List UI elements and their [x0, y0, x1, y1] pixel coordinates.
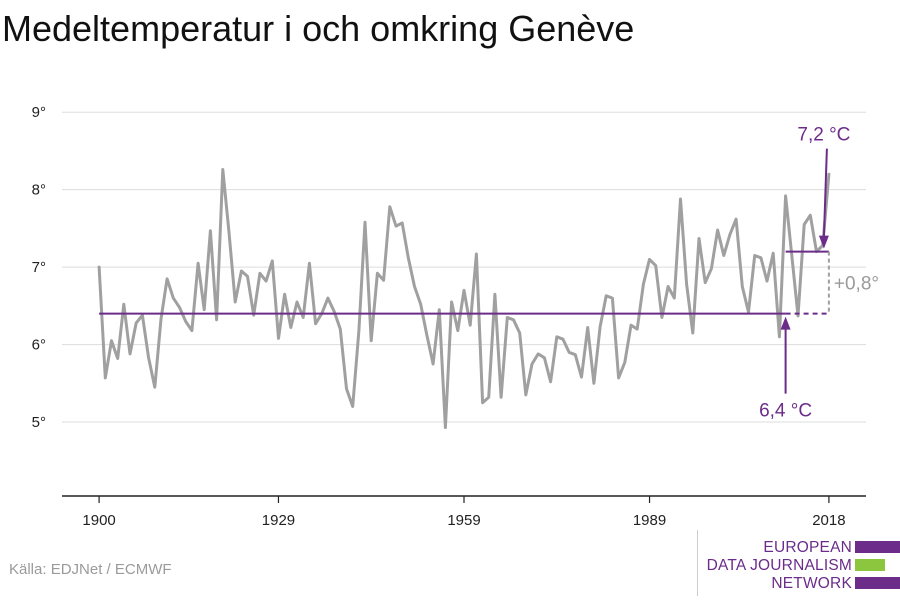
baseline-arrow-head	[780, 316, 791, 330]
x-tick-label: 1959	[447, 512, 480, 529]
edjnet-logo[interactable]: EUROPEAN DATA JOURNALISM NETWORK	[697, 530, 900, 596]
temperature-line-chart: 5° 6° 7° 8° 9° 1900 1929 1959 1989 2018 +0,8° 6,4 …	[32, 104, 879, 529]
logo-text-line3: NETWORK	[771, 575, 852, 592]
logo-text-line2: DATA JOURNALISM	[706, 557, 852, 574]
gridlines	[62, 111, 866, 423]
recent-value-label: 7,2 °C	[797, 125, 850, 146]
series-line-temperature	[97, 168, 831, 429]
x-tick-label: 1989	[633, 512, 666, 529]
difference-label: +0,8°	[834, 274, 879, 295]
logo-bar-bottom	[855, 577, 900, 589]
annotations: +0,8° 6,4 °C 7,2 °C	[99, 125, 879, 422]
chart-title: Medeltemperatur i och omkring Genève	[2, 8, 635, 49]
source-note: Källa: EDJNet / ECMWF	[9, 561, 172, 578]
y-tick-label: 6°	[32, 337, 46, 354]
axes: 5° 6° 7° 8° 9° 1900 1929 1959 1989 2018	[32, 104, 866, 529]
recent-arrow-shaft	[822, 148, 828, 238]
y-tick-label: 7°	[32, 259, 46, 276]
x-tick-label: 1929	[262, 512, 295, 529]
baseline-value-label: 6,4 °C	[759, 401, 812, 422]
logo-bar-middle	[855, 559, 885, 571]
series-layer	[97, 168, 831, 429]
logo-text-line1: EUROPEAN	[763, 539, 852, 556]
recent-arrow-head	[818, 235, 829, 249]
logo-divider	[697, 530, 698, 596]
x-tick-label: 2018	[812, 512, 845, 529]
logo-bar-top	[855, 541, 900, 553]
y-tick-label: 5°	[32, 414, 46, 431]
y-tick-label: 8°	[32, 182, 46, 199]
y-tick-label: 9°	[32, 104, 46, 121]
x-tick-label: 1900	[82, 512, 115, 529]
